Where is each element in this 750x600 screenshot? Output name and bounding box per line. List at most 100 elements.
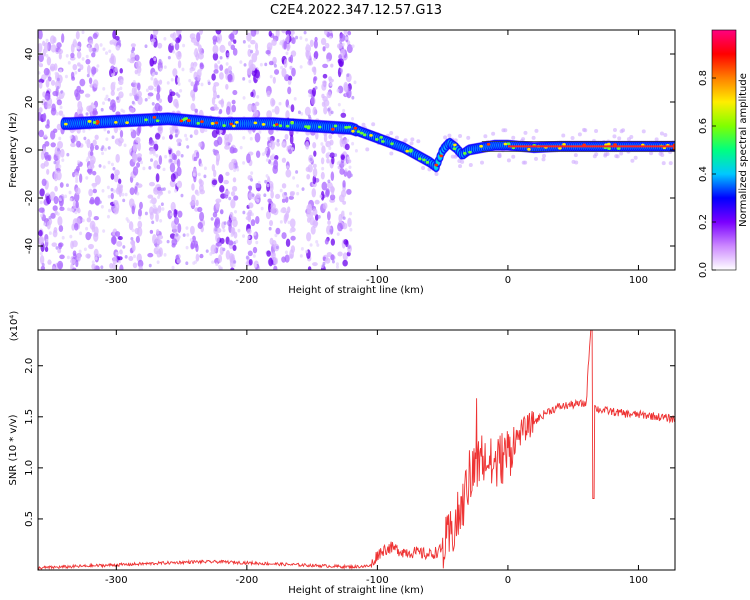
noise-speck [175,150,181,157]
noise-speck [226,52,230,57]
noise-speck [351,95,355,100]
noise-speck [58,225,64,232]
noise-speck [100,265,104,270]
noise-speck [217,40,221,44]
ridge-peak [114,120,118,124]
noise-speck [617,136,622,141]
ridge-peak [374,137,379,141]
noise-speck [137,156,142,163]
noise-speck [88,188,93,197]
noise-speck [130,43,136,48]
noise-speck [176,183,180,187]
noise-speck [305,140,310,150]
noise-speck [288,80,292,84]
noise-speck [190,37,197,44]
noise-speck [297,110,301,115]
noise-speck [166,239,170,244]
y-tick-label: 0 [24,147,35,153]
noise-speck [132,152,138,163]
noise-speck [322,63,329,69]
y-tick-label: 20 [24,96,35,109]
noise-speck [61,158,65,162]
noise-speck [305,166,311,172]
ridge-peak [87,119,92,123]
noise-speck [338,60,344,67]
noise-speck [190,240,196,249]
noise-speck [322,46,326,52]
noise-speck [219,64,224,71]
noise-speck [117,259,121,264]
noise-speck [213,69,219,74]
noise-speck [56,99,62,106]
noise-speck [122,245,126,249]
noise-speck [69,197,73,202]
noise-speck [232,147,238,154]
noise-speck [321,83,327,91]
noise-speck [335,262,339,266]
noise-speck [213,103,218,110]
noise-speck [316,243,320,247]
noise-speck [152,234,157,245]
noise-speck [458,133,463,138]
ridge-peak [330,127,335,131]
noise-speck [269,239,273,244]
ridge-peak [333,124,338,128]
noise-speck [346,44,353,54]
noise-speck [84,140,88,144]
noise-speck [38,229,43,237]
noise-speck [603,152,608,157]
noise-speck [256,30,260,35]
noise-speck [534,128,539,133]
noise-speck [215,262,219,267]
noise-speck [283,214,287,224]
noise-speck [115,153,120,163]
noise-speck [45,79,50,88]
noise-speck [152,203,156,208]
noise-speck [107,160,111,165]
noise-speck [50,130,56,140]
noise-speck [156,210,160,215]
x-tick-label: 0 [505,275,511,286]
noise-speck [322,73,328,79]
noise-speck [75,176,79,181]
x-tick-label: -300 [105,575,128,586]
ridge-peak [562,143,566,146]
noise-speck [72,267,77,270]
noise-speck [195,253,200,262]
noise-speck [288,75,293,81]
noise-speck [290,30,295,35]
noise-speck [314,86,318,90]
noise-speck [58,52,62,60]
noise-speck [106,185,110,190]
noise-speck [154,140,158,145]
noise-speck [230,199,236,209]
noise-speck [306,43,310,48]
noise-speck [91,66,97,75]
noise-speck [330,238,335,246]
noise-speck [583,128,588,133]
noise-speck [345,36,349,40]
noise-speck [198,178,203,185]
noise-speck [155,212,159,223]
ridge-peak [616,147,621,150]
noise-speck [223,221,227,225]
noise-speck [130,49,134,54]
noise-speck [291,37,296,45]
noise-speck [50,46,54,51]
noise-speck [38,107,43,113]
x-tick-label: 0 [505,575,511,586]
noise-speck [158,79,163,85]
noise-speck [182,233,186,237]
noise-speck [174,133,178,138]
noise-speck [329,82,333,87]
noise-speck [281,30,287,34]
noise-speck [64,194,68,199]
ridge-peak [452,147,457,151]
noise-speck [339,137,344,148]
noise-speck [135,60,142,69]
noise-speck [229,111,233,115]
noise-speck [131,244,136,252]
ridge-peak [344,125,349,129]
noise-speck [271,39,277,46]
y-tick-label: 40 [24,48,35,61]
